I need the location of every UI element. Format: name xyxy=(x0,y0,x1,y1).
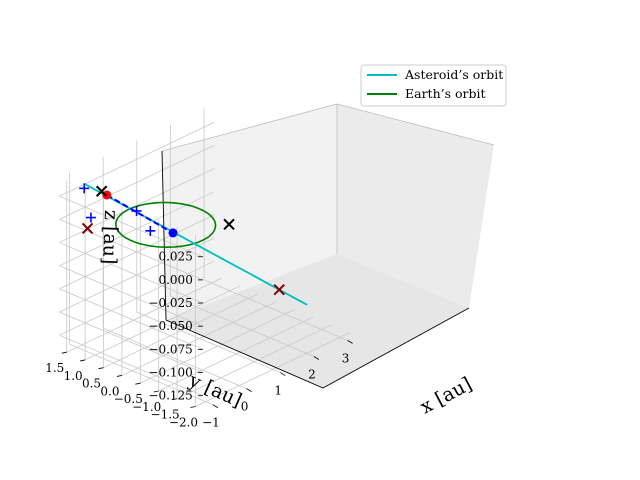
grid-y-floor xyxy=(158,316,314,392)
pane-back xyxy=(337,104,494,308)
x-axis-label: x [au] xyxy=(417,373,476,418)
y-tick-label: −1.5 xyxy=(151,408,180,422)
x-tick-mark xyxy=(212,404,219,409)
x-tick-mark xyxy=(347,340,353,344)
series-layer xyxy=(83,182,308,306)
y-tick-mark xyxy=(190,406,196,408)
marker-plus xyxy=(131,205,142,216)
y-tick-mark xyxy=(153,390,159,393)
marker-layer xyxy=(79,183,285,296)
marker-plus xyxy=(85,212,96,223)
grid-z-back xyxy=(59,191,215,267)
x-tick-mark xyxy=(246,388,252,392)
grid-z-left xyxy=(59,334,203,397)
grid-z-left xyxy=(59,265,203,327)
x-tick-mark xyxy=(280,372,286,376)
legend-label-asteroid: Asteroid’s orbit xyxy=(404,67,503,82)
grid-z-left xyxy=(59,242,203,304)
z-tick-label: −0.050 xyxy=(148,319,192,333)
grid-y-floor xyxy=(195,332,351,407)
y-tick-label: −2.0 xyxy=(169,415,198,429)
grid-y-floor xyxy=(176,324,333,400)
legend-box xyxy=(360,64,507,107)
x-tick-label: 0 xyxy=(241,400,249,414)
grid-z-back xyxy=(59,214,215,290)
marker-cross xyxy=(223,218,235,231)
z-axis-label: z [au] xyxy=(98,210,122,265)
grid-z-back xyxy=(59,145,215,220)
grid-lines xyxy=(59,108,351,407)
y-tick-label: 0.0 xyxy=(100,384,119,398)
grid-x-floor xyxy=(203,279,348,341)
grid-z-left xyxy=(59,311,203,373)
x-tick-mark xyxy=(313,356,320,360)
grid-z-back xyxy=(59,260,215,336)
z-tick-label: −0.100 xyxy=(148,366,192,380)
asteroid-orbit-line xyxy=(83,182,308,306)
grid-x-floor xyxy=(102,327,247,390)
grid-y-floor xyxy=(84,285,241,361)
y-tick-label: 1.0 xyxy=(64,369,83,383)
marker-cross xyxy=(81,222,94,235)
y-tick-mark xyxy=(116,375,123,377)
grid-x-floor xyxy=(69,343,214,406)
marker-dot xyxy=(168,228,178,238)
grid-x-floor xyxy=(170,295,315,357)
y-tick-mark xyxy=(172,398,178,401)
z-tick-label: −0.125 xyxy=(148,389,192,403)
marker-cross xyxy=(273,283,285,296)
grid-z-back xyxy=(59,237,215,313)
pane-edges xyxy=(161,103,495,254)
y-tick-label: 1.5 xyxy=(45,361,64,375)
z-tick-label: 0.025 xyxy=(158,250,192,264)
marker-cross xyxy=(95,185,108,197)
axis-ticks: −1 0 1 2 3 1.51.00.50.0−0.5−1.0−1.5−2.0 0.025 0… xyxy=(45,250,353,430)
y-tick-label: −0.5 xyxy=(114,392,143,406)
marker-plus xyxy=(79,183,90,194)
grid-y-floor xyxy=(140,308,296,384)
legend: Asteroid’s orbit Earth’s orbit xyxy=(360,64,507,107)
x-tick-label: 3 xyxy=(342,351,350,365)
z-tick-label: −0.025 xyxy=(148,296,192,310)
x-tick-label: 2 xyxy=(308,367,316,381)
dashed-segment xyxy=(106,194,174,234)
z-tick-label: −0.075 xyxy=(148,342,192,356)
legend-label-earth: Earth’s orbit xyxy=(405,86,486,101)
y-tick-mark xyxy=(135,382,141,385)
grid-y-floor xyxy=(121,301,277,376)
grid-y-floor xyxy=(103,293,259,369)
grid-z-left xyxy=(59,288,203,350)
z-tick-label: 0.000 xyxy=(158,273,192,287)
y-tick-mark xyxy=(98,367,104,370)
marker-plus xyxy=(145,225,156,236)
grid-x-floor xyxy=(136,311,281,373)
earth-orbit-line xyxy=(114,201,217,248)
y-tick-label: −1.0 xyxy=(132,400,161,414)
x-tick-label: −1 xyxy=(202,416,220,430)
y-tick-mark xyxy=(80,359,86,362)
axis-lines xyxy=(161,150,470,389)
x-tick-label: 1 xyxy=(274,384,282,398)
pane-left xyxy=(162,104,337,320)
y-tick-label: 0.5 xyxy=(82,377,101,391)
pane-floor xyxy=(166,254,469,388)
grid-z-left xyxy=(59,219,203,281)
y-tick-mark xyxy=(61,351,67,354)
